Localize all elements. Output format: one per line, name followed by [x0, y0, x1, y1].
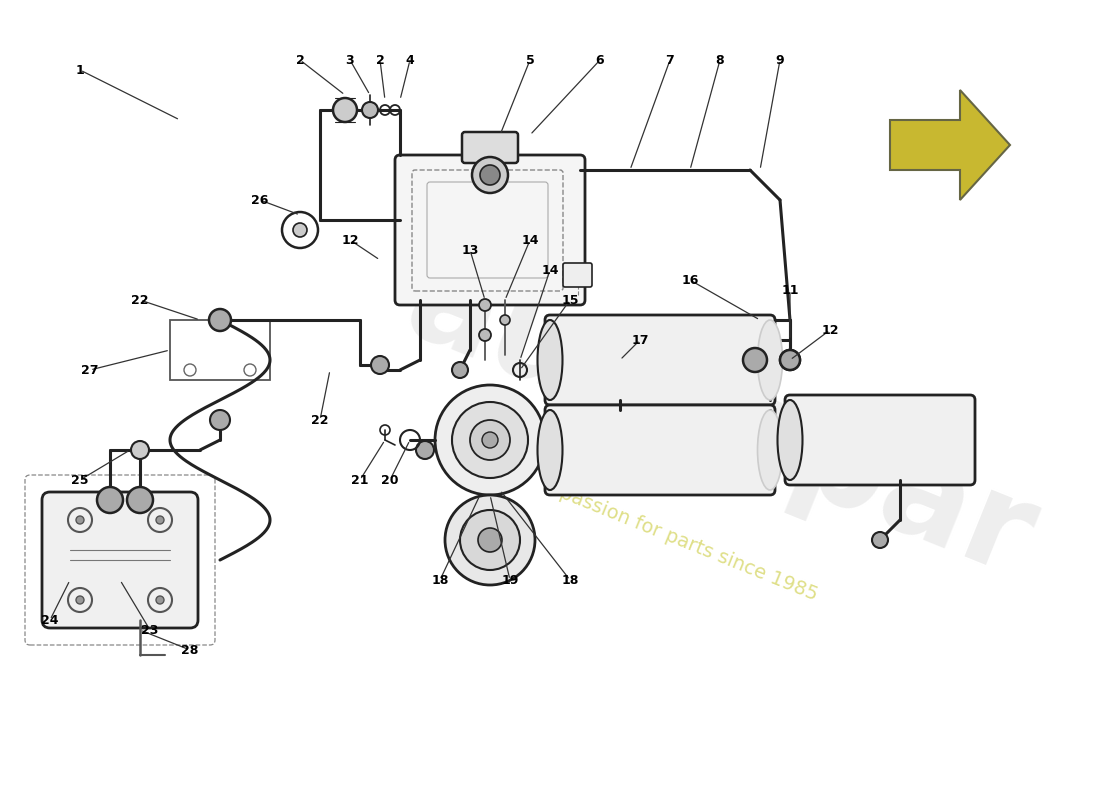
Text: 8: 8 [716, 54, 724, 66]
Circle shape [780, 350, 800, 370]
Text: 13: 13 [461, 243, 478, 257]
FancyBboxPatch shape [395, 155, 585, 305]
Circle shape [446, 495, 535, 585]
Text: 12: 12 [822, 323, 838, 337]
Circle shape [416, 441, 434, 459]
Text: a passion for parts since 1985: a passion for parts since 1985 [540, 476, 821, 604]
Circle shape [470, 420, 510, 460]
Ellipse shape [758, 320, 782, 400]
Text: 22: 22 [131, 294, 149, 306]
Text: 12: 12 [341, 234, 359, 246]
Circle shape [362, 102, 378, 118]
Circle shape [156, 516, 164, 524]
Circle shape [482, 432, 498, 448]
Circle shape [478, 299, 491, 311]
FancyBboxPatch shape [544, 315, 776, 405]
FancyBboxPatch shape [462, 132, 518, 163]
Ellipse shape [758, 410, 782, 490]
Text: 3: 3 [345, 54, 354, 66]
Circle shape [434, 385, 544, 495]
Text: 25: 25 [72, 474, 89, 486]
Circle shape [293, 223, 307, 237]
Circle shape [156, 596, 164, 604]
Text: 2: 2 [296, 54, 305, 66]
Polygon shape [890, 90, 1010, 200]
Text: 24: 24 [42, 614, 58, 626]
Text: 11: 11 [781, 283, 799, 297]
Text: 14: 14 [541, 263, 559, 277]
Text: 23: 23 [141, 623, 158, 637]
Text: 5: 5 [526, 54, 535, 66]
Circle shape [76, 516, 84, 524]
FancyBboxPatch shape [42, 492, 198, 628]
Text: 16: 16 [681, 274, 698, 286]
Ellipse shape [538, 410, 562, 490]
Text: 21: 21 [351, 474, 369, 486]
Circle shape [872, 532, 888, 548]
Text: 22: 22 [311, 414, 329, 426]
Text: 17: 17 [631, 334, 649, 346]
FancyBboxPatch shape [544, 405, 776, 495]
Circle shape [333, 98, 358, 122]
FancyBboxPatch shape [785, 395, 975, 485]
Circle shape [209, 309, 231, 331]
Text: 18: 18 [561, 574, 579, 586]
Text: 19: 19 [502, 574, 519, 586]
Text: 27: 27 [81, 363, 99, 377]
Text: 4: 4 [406, 54, 415, 66]
Ellipse shape [778, 400, 803, 480]
Circle shape [460, 510, 520, 570]
Circle shape [126, 487, 153, 513]
Circle shape [210, 410, 230, 430]
Circle shape [452, 362, 468, 378]
Circle shape [371, 356, 389, 374]
Circle shape [131, 441, 149, 459]
Circle shape [742, 348, 767, 372]
Circle shape [472, 157, 508, 193]
Text: 6: 6 [596, 54, 604, 66]
Text: 28: 28 [182, 643, 199, 657]
Circle shape [76, 596, 84, 604]
Circle shape [478, 329, 491, 341]
Text: 14: 14 [521, 234, 539, 246]
Circle shape [480, 165, 501, 185]
Text: 2: 2 [375, 54, 384, 66]
Text: 9: 9 [776, 54, 784, 66]
Text: 20: 20 [382, 474, 398, 486]
Text: autospar: autospar [388, 237, 1052, 603]
Circle shape [500, 315, 510, 325]
Text: 18: 18 [431, 574, 449, 586]
Circle shape [97, 487, 123, 513]
Circle shape [478, 528, 502, 552]
Text: 1: 1 [76, 63, 85, 77]
Circle shape [780, 350, 800, 370]
Text: 7: 7 [666, 54, 674, 66]
Text: 15: 15 [561, 294, 579, 306]
Circle shape [452, 402, 528, 478]
Ellipse shape [538, 320, 562, 400]
FancyBboxPatch shape [563, 263, 592, 287]
Text: 26: 26 [251, 194, 268, 206]
